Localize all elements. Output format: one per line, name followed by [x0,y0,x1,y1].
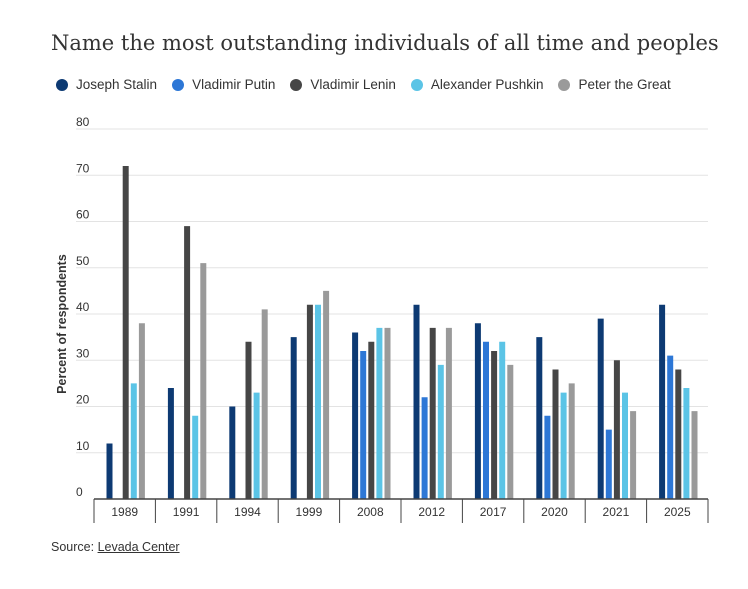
bar-joseph-stalin-1991 [167,388,174,499]
source-link[interactable]: Levada Center [97,540,180,554]
bar-alexander-pushkin-2012 [437,364,444,499]
y-tick-label: 40 [76,300,90,314]
legend-item-joseph-stalin: Joseph Stalin [56,77,157,92]
bar-vladimir-lenin-1991 [184,226,191,499]
source-prefix: Source: [51,540,98,554]
bar-vladimir-lenin-2008 [368,341,375,499]
bar-peter-the-great-2025 [691,411,698,499]
legend-swatch [410,78,423,91]
bar-vladimir-lenin-1994 [245,341,252,499]
y-axis-label: Percent of respondents [55,254,69,394]
source-note: Source: Levada Center [51,540,180,554]
bar-joseph-stalin-2020 [536,337,543,499]
bar-alexander-pushkin-1999 [315,304,321,499]
bar-alexander-pushkin-1989 [130,383,137,499]
legend-item-vladimir-lenin: Vladimir Lenin [290,77,396,92]
bar-joseph-stalin-1994 [229,406,236,499]
x-tick-label: 1991 [173,505,200,519]
bar-peter-the-great-2021 [630,411,637,499]
bar-peter-the-great-2008 [384,327,391,499]
y-tick-label: 0 [76,485,83,499]
chart-title: Name the most outstanding individuals of… [51,31,719,55]
bar-joseph-stalin-2012 [413,304,420,499]
y-tick-label: 50 [76,254,90,268]
bar-vladimir-lenin-1989 [122,166,129,499]
legend-item-vladimir-putin: Vladimir Putin [172,77,275,92]
bar-vladimir-putin-2021 [605,429,612,499]
bar-vladimir-putin-2017 [483,341,489,499]
bar-alexander-pushkin-1994 [253,392,260,499]
x-tick-label: 1989 [111,505,138,519]
legend-swatch [290,78,303,91]
bar-vladimir-lenin-2012 [429,327,436,499]
legend: Joseph Stalin Vladimir Putin Vladimir Leni… [56,77,671,92]
legend-swatch [558,78,571,91]
legend-item-peter-the-great: Peter the Great [558,77,671,92]
legend-item-alexander-pushkin: Alexander Pushkin [410,77,544,92]
legend-label: Vladimir Putin [192,77,276,92]
y-tick-label: 70 [76,161,90,175]
y-tick-label: 30 [76,346,90,360]
bar-vladimir-lenin-2020 [552,369,559,499]
x-tick-label: 2012 [418,505,445,519]
bar-joseph-stalin-2008 [352,332,359,499]
bar-joseph-stalin-1989 [106,443,113,499]
bar-peter-the-great-1999 [323,290,330,499]
x-tick-label: 1999 [296,505,323,519]
bar-joseph-stalin-2017 [474,323,481,499]
x-tick-label: 2017 [480,505,507,519]
bar-vladimir-lenin-1999 [306,304,313,499]
y-tick-label: 10 [76,439,90,453]
bar-vladimir-putin-2020 [544,415,551,499]
bar-joseph-stalin-2021 [597,318,604,499]
bar-alexander-pushkin-2020 [560,392,567,499]
bar-vladimir-lenin-2017 [491,351,498,499]
bar-peter-the-great-2012 [445,327,452,499]
legend-label: Vladimir Lenin [310,77,396,92]
bar-vladimir-putin-2025 [667,355,674,499]
legend-swatch [172,78,185,91]
bar-peter-the-great-1989 [138,323,145,499]
x-tick-label: 2021 [603,505,630,519]
bar-vladimir-lenin-2021 [613,360,620,499]
bar-peter-the-great-2017 [507,364,514,499]
bar-peter-the-great-1991 [200,263,207,499]
y-tick-label: 80 [76,115,90,129]
x-tick-label: 1994 [234,505,261,519]
bar-alexander-pushkin-1991 [192,415,199,499]
bar-alexander-pushkin-2008 [376,327,383,499]
x-tick-label: 2008 [357,505,384,519]
legend-swatch [56,78,68,91]
y-tick-label: 60 [76,208,90,222]
bar-vladimir-lenin-2025 [675,369,682,499]
bar-alexander-pushkin-2021 [622,392,628,499]
bar-peter-the-great-2020 [568,383,575,499]
bar-peter-the-great-1994 [261,309,268,499]
legend-label: Alexander Pushkin [430,77,544,92]
bar-joseph-stalin-2025 [659,304,666,499]
bar-vladimir-putin-2008 [360,351,367,499]
y-tick-label: 20 [76,393,90,407]
legend-label: Joseph Stalin [76,77,158,92]
bar-joseph-stalin-1999 [290,337,297,499]
legend-label: Peter the Great [578,77,671,92]
bar-alexander-pushkin-2025 [683,388,690,499]
x-tick-label: 2020 [541,505,568,519]
x-tick-label: 2025 [664,505,691,519]
bar-alexander-pushkin-2017 [499,341,506,499]
bar-vladimir-putin-2012 [421,397,428,499]
